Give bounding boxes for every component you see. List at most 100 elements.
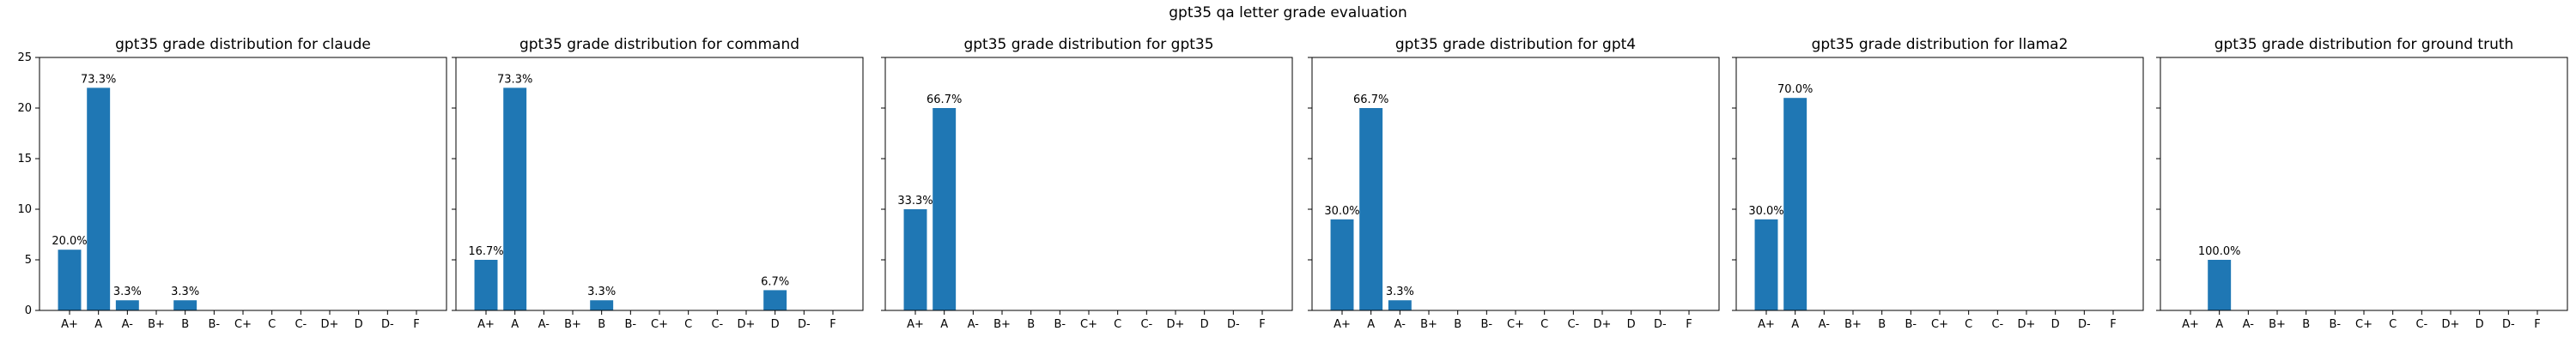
x-tick-label: D <box>2476 318 2484 331</box>
x-tick-label: F <box>413 318 419 331</box>
x-tick-label: C- <box>1991 318 2003 331</box>
axes-frame <box>39 57 447 311</box>
x-tick-label: C- <box>1567 318 1579 331</box>
x-tick-label: D- <box>2078 318 2091 331</box>
x-tick-label: F <box>2534 318 2540 331</box>
axes-frame <box>884 57 1293 311</box>
bar-value-label: 30.0% <box>1324 205 1359 218</box>
bar-value-label: 66.7% <box>1353 93 1388 106</box>
x-tick-label: D- <box>1227 318 1240 331</box>
axes-frame <box>2160 57 2568 311</box>
bar-A- <box>1388 300 1412 310</box>
x-tick-label: D+ <box>738 318 756 331</box>
bar-A+ <box>1754 219 1778 310</box>
axes-frame <box>1735 57 2144 311</box>
bar-value-label: 73.3% <box>497 73 532 86</box>
bar-value-label: 33.3% <box>897 195 933 208</box>
chart-panel-6: gpt35 grade distribution for ground trut… <box>2156 36 2568 331</box>
bar-value-label: 66.7% <box>927 93 962 106</box>
x-tick-label: C <box>1965 318 1972 331</box>
x-tick-label: D- <box>381 318 394 331</box>
bar-A <box>1783 98 1807 310</box>
x-tick-label: C <box>1114 318 1121 331</box>
x-tick-label: B <box>1027 318 1035 331</box>
x-tick-label: A- <box>1819 318 1831 331</box>
x-tick-label: A <box>2215 318 2223 331</box>
x-tick-label: C+ <box>1931 318 1948 331</box>
chart-title: gpt35 grade distribution for gpt35 <box>963 36 1213 53</box>
x-tick-label: C+ <box>1507 318 1524 331</box>
x-tick-label: D+ <box>321 318 339 331</box>
chart-title: gpt35 grade distribution for ground trut… <box>2215 36 2514 53</box>
chart-panel-1: gpt35 grade distribution for claude 20.0%… <box>17 36 447 331</box>
x-tick-label: B <box>1878 318 1886 331</box>
x-tick-label: B <box>598 318 605 331</box>
x-tick-label: B+ <box>2269 318 2286 331</box>
x-tick-label: D- <box>2502 318 2515 331</box>
x-tick-label: D <box>1627 318 1636 331</box>
bar-value-label: 30.0% <box>1748 205 1783 218</box>
x-tick-label: B+ <box>993 318 1011 331</box>
x-tick-label: D <box>355 318 363 331</box>
y-tick-label: 20 <box>17 102 32 115</box>
x-tick-label: F <box>1259 318 1265 331</box>
x-tick-label: C <box>684 318 692 331</box>
x-tick-label: D <box>771 318 780 331</box>
x-tick-label: C- <box>711 318 723 331</box>
bar-D <box>763 290 787 310</box>
x-tick-label: A+ <box>477 318 495 331</box>
x-tick-label: C- <box>2415 318 2427 331</box>
x-tick-label: B+ <box>564 318 581 331</box>
bar-A <box>503 87 527 311</box>
x-tick-label: C- <box>1140 318 1152 331</box>
x-tick-label: A+ <box>1334 318 1351 331</box>
x-tick-label: D <box>2051 318 2060 331</box>
x-tick-label: B <box>181 318 189 331</box>
x-tick-label: C+ <box>651 318 668 331</box>
chart-title: gpt35 grade distribution for gpt4 <box>1395 36 1636 53</box>
x-tick-label: A <box>940 318 948 331</box>
y-tick-label: 10 <box>17 203 32 216</box>
x-tick-label: A+ <box>2182 318 2199 331</box>
axes-frame <box>1311 57 1720 311</box>
bar-A+ <box>1330 219 1354 310</box>
x-tick-label: A <box>511 318 519 331</box>
x-tick-label: B- <box>625 318 637 331</box>
x-tick-label: D+ <box>2442 318 2460 331</box>
x-tick-label: A+ <box>1758 318 1775 331</box>
x-tick-label: B <box>2302 318 2310 331</box>
bar-A <box>933 108 957 310</box>
x-tick-label: C+ <box>1080 318 1097 331</box>
bar-value-label: 3.3% <box>113 286 142 298</box>
bar-value-label: 73.3% <box>81 73 116 86</box>
x-tick-label: F <box>829 318 835 331</box>
x-tick-label: B- <box>1905 318 1917 331</box>
x-tick-label: B- <box>1054 318 1066 331</box>
x-tick-label: C <box>268 318 276 331</box>
chart-title: gpt35 grade distribution for command <box>519 36 799 53</box>
bar-value-label: 3.3% <box>171 286 199 298</box>
x-tick-label: A- <box>538 318 550 331</box>
bar-A+ <box>474 260 498 310</box>
x-tick-label: D <box>1200 318 1209 331</box>
x-tick-label: C <box>2389 318 2397 331</box>
x-tick-label: A- <box>2243 318 2255 331</box>
x-tick-label: A <box>1367 318 1375 331</box>
x-tick-label: C- <box>295 318 307 331</box>
y-tick-label: 0 <box>25 304 32 317</box>
x-tick-label: B <box>1454 318 1461 331</box>
bar-value-label: 16.7% <box>468 245 503 258</box>
chart-panel-3: gpt35 grade distribution for gpt35 33.3% A… <box>881 36 1293 331</box>
chart-panel-5: gpt35 grade distribution for llama2 30.0%… <box>1732 36 2144 331</box>
bar-A+ <box>58 250 82 310</box>
chart-panel-4: gpt35 grade distribution for gpt4 30.0% A+… <box>1308 36 1720 331</box>
x-tick-label: B- <box>209 318 221 331</box>
x-tick-label: D+ <box>2018 318 2036 331</box>
x-tick-label: A+ <box>61 318 78 331</box>
x-tick-label: A <box>1791 318 1799 331</box>
x-tick-label: D+ <box>1167 318 1185 331</box>
bar-A- <box>115 300 139 310</box>
x-tick-label: D- <box>1654 318 1667 331</box>
chart-panel-2: gpt35 grade distribution for command 16.7… <box>452 36 864 331</box>
